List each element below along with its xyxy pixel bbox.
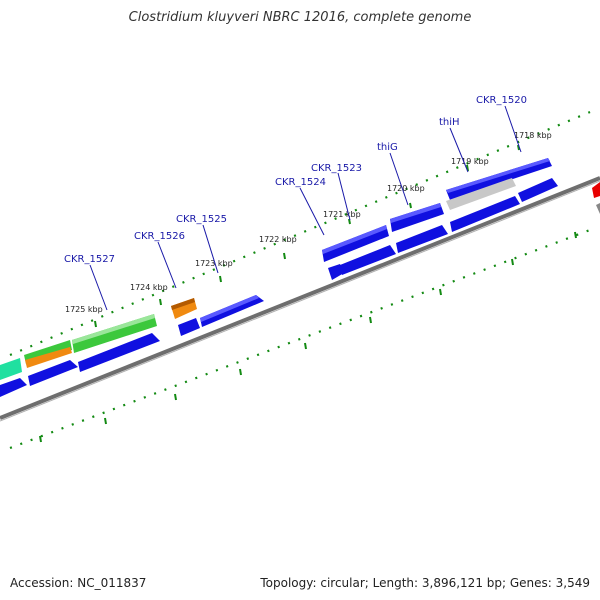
gene-label-thig: thiG (377, 142, 398, 153)
gene-label-connectors (89, 105, 522, 311)
genome-summary: Topology: circular; Length: 3,896,121 bp… (260, 576, 590, 590)
gene-feature (446, 158, 550, 193)
genome-backbone (0, 176, 600, 422)
outer-tick-ring (9, 110, 591, 357)
gene-label-ckr-1523: CKR_1523 (311, 163, 362, 174)
gene-label-thih: thiH (439, 117, 460, 128)
gene-feature (340, 245, 396, 275)
gene-label-ckr-1525: CKR_1525 (176, 214, 227, 225)
gene-labels: CKR_1520 thiH thiG CKR_1523 CKR_1524 CKR… (64, 95, 527, 265)
outer-major-ticks (94, 144, 520, 328)
gene-feature (78, 333, 160, 372)
gene-feature (390, 203, 441, 223)
gene-feature (446, 178, 516, 210)
kbp-label: 1723 kbp (195, 259, 233, 268)
accession-text: Accession: NC_011837 (10, 576, 147, 590)
gene-feature (200, 295, 259, 322)
gene-feature (200, 295, 264, 327)
kbp-labels: 1718 kbp 1719 kbp 1720 kbp 1721 kbp 1722… (65, 131, 552, 314)
gene-label-ckr-1520: CKR_1520 (476, 95, 527, 106)
gene-feature (450, 196, 520, 232)
gene-feature (0, 358, 22, 380)
gene-feature (396, 225, 448, 253)
kbp-label: 1721 kbp (323, 210, 361, 219)
map-title: Clostridium kluyveri NBRC 12016, complet… (128, 10, 472, 25)
gene-label-ckr-1527: CKR_1527 (64, 254, 115, 265)
gene-feature (596, 203, 600, 214)
kbp-label: 1724 kbp (130, 283, 168, 292)
gene-feature (171, 298, 195, 310)
inner-tick-ring (9, 228, 591, 450)
gene-feature (592, 182, 600, 198)
kbp-label: 1719 kbp (451, 157, 489, 166)
kbp-label: 1725 kbp (65, 305, 103, 314)
inner-major-ticks (39, 231, 577, 443)
kbp-label: 1718 kbp (514, 131, 552, 140)
gene-feature (0, 378, 27, 397)
gene-feature (25, 347, 72, 368)
gene-label-ckr-1526: CKR_1526 (134, 231, 185, 242)
gene-feature (28, 360, 78, 386)
gene-label-ckr-1524: CKR_1524 (275, 177, 326, 188)
gene-feature (178, 318, 200, 336)
forward-gene-track (0, 158, 600, 380)
gene-feature (72, 314, 155, 344)
reverse-gene-track (0, 178, 600, 397)
kbp-label: 1722 kbp (259, 235, 297, 244)
gene-feature (328, 264, 344, 280)
gene-feature (322, 225, 387, 254)
kbp-label: 1720 kbp (387, 184, 425, 193)
gene-feature (518, 178, 558, 202)
